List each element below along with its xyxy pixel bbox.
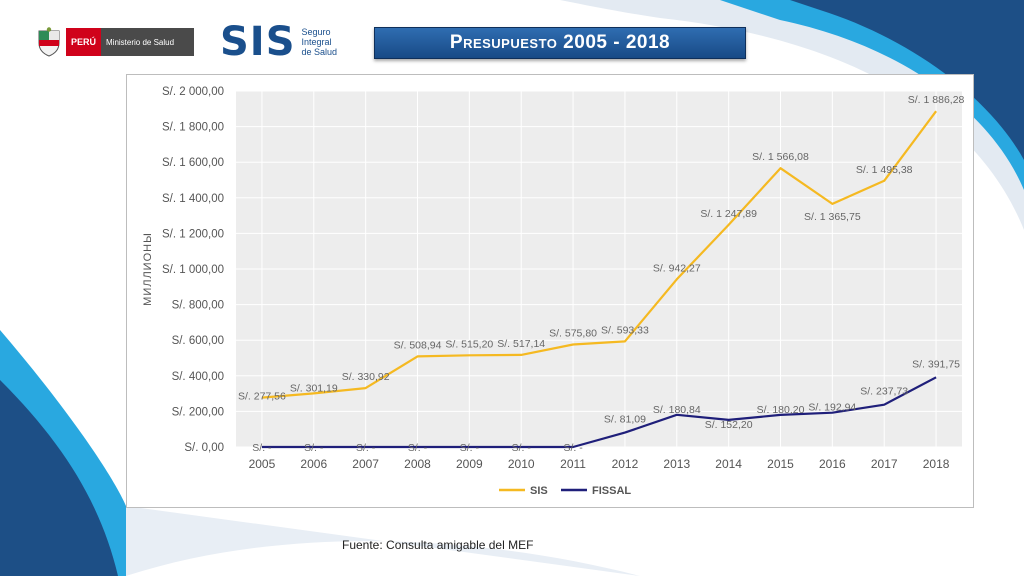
- fissal-data-label: S/. 237,73: [860, 386, 908, 398]
- x-tick-label: 2011: [560, 457, 586, 471]
- page-title: Presupuesto 2005 - 2018: [449, 32, 671, 53]
- y-tick-label: S/. 2 000,00: [162, 86, 224, 98]
- fissal-data-label: S/. 152,20: [705, 419, 753, 431]
- peru-label: PERÚ: [66, 28, 102, 56]
- line-chart: S/. 0,00 S/. 200,00 S/. 400,00 S/. 600,00 S/…: [142, 86, 965, 497]
- y-axis-title: МИЛЛИОНЫ: [142, 232, 154, 306]
- fissal-data-label: S/. 192,94: [808, 402, 856, 414]
- chart-container: S/. 0,00 S/. 200,00 S/. 400,00 S/. 600,00 S/…: [126, 74, 974, 508]
- x-tick-label: 2006: [300, 457, 327, 471]
- x-tick-label: 2012: [612, 457, 639, 471]
- fissal-data-label: S/. -: [460, 442, 480, 454]
- header-bar: PERÚ Ministerio de Salud SIS Seguro Inte…: [0, 0, 1024, 70]
- sis-logo-text: SIS: [220, 19, 296, 65]
- ministry-label: Ministerio de Salud: [106, 37, 175, 47]
- sis-data-label: S/. 301,19: [290, 382, 338, 394]
- sis-data-label: S/. 330,92: [342, 371, 390, 383]
- legend-label: SIS: [530, 485, 548, 497]
- fissal-data-label: S/. 180,20: [757, 404, 805, 416]
- sis-data-label: S/. 1 566,08: [752, 151, 809, 163]
- sis-data-label: S/. 1 495,38: [856, 164, 913, 176]
- x-tick-label: 2016: [819, 457, 846, 471]
- sis-data-label: S/. 277,56: [238, 391, 286, 403]
- x-tick-label: 2013: [663, 457, 690, 471]
- source-note: Fuente: Consulta amigable del MEF: [342, 538, 534, 552]
- sis-subtitle-line: Integral: [301, 37, 332, 47]
- sis-subtitle: Seguro Integral de Salud: [302, 27, 338, 57]
- fissal-data-label: S/. 391,75: [912, 358, 960, 370]
- peru-shield-icon: [38, 27, 60, 57]
- sis-data-label: S/. 593,33: [601, 324, 649, 336]
- sis-data-label: S/. 575,80: [549, 328, 597, 340]
- x-tick-label: 2014: [715, 457, 742, 471]
- x-tick-label: 2010: [508, 457, 535, 471]
- fissal-data-label: S/. -: [563, 442, 583, 454]
- x-tick-label: 2008: [404, 457, 431, 471]
- sis-data-label: S/. 1 365,75: [804, 211, 861, 223]
- y-tick-label: S/. 800,00: [172, 300, 224, 312]
- fissal-data-label: S/. -: [252, 442, 272, 454]
- y-tick-label: S/. 0,00: [184, 442, 224, 454]
- ministry-badge: PERÚ Ministerio de Salud: [66, 28, 194, 56]
- ministry-logo: PERÚ Ministerio de Salud: [36, 27, 194, 57]
- x-tick-label: 2009: [456, 457, 483, 471]
- x-tick-label: 2015: [767, 457, 794, 471]
- legend-label: FISSAL: [592, 485, 631, 497]
- x-tick-label: 2018: [923, 457, 950, 471]
- fissal-data-label: S/. -: [304, 442, 324, 454]
- y-tick-label: S/. 600,00: [172, 335, 224, 347]
- x-tick-label: 2005: [249, 457, 276, 471]
- x-tick-label: 2007: [352, 457, 379, 471]
- fissal-data-label: S/. -: [512, 442, 532, 454]
- series-line-sis: [261, 110, 937, 399]
- sis-data-label: S/. 517,14: [497, 338, 545, 350]
- sis-data-label: S/. 508,94: [394, 339, 442, 351]
- sis-data-label: S/. 1 247,89: [700, 208, 757, 220]
- sis-data-label: S/. 942,27: [653, 262, 701, 274]
- y-tick-label: S/. 1 400,00: [162, 193, 224, 205]
- y-tick-label: S/. 400,00: [172, 371, 224, 383]
- y-tick-label: S/. 200,00: [172, 406, 224, 418]
- y-tick-label: S/. 1 600,00: [162, 157, 224, 169]
- fissal-data-label: S/. 180,84: [653, 404, 701, 416]
- sis-subtitle-line: Seguro: [301, 27, 331, 37]
- y-tick-label: S/. 1 200,00: [162, 228, 224, 240]
- y-tick-label: S/. 1 800,00: [162, 122, 224, 134]
- fissal-data-label: S/. 81,09: [604, 414, 646, 426]
- sis-data-label: S/. 515,20: [445, 338, 493, 350]
- fissal-data-label: S/. -: [408, 442, 428, 454]
- x-tick-label: 2017: [871, 457, 898, 471]
- series-line-fissal: [261, 376, 937, 449]
- fissal-data-label: S/. -: [356, 442, 376, 454]
- title-banner: Presupuesto 2005 - 2018: [374, 27, 746, 59]
- y-tick-label: S/. 1 000,00: [162, 264, 224, 276]
- sis-data-label: S/. 1 886,28: [908, 94, 965, 106]
- sis-subtitle-line: de Salud: [301, 47, 338, 57]
- sis-logo: SIS Seguro Integral de Salud: [220, 22, 337, 62]
